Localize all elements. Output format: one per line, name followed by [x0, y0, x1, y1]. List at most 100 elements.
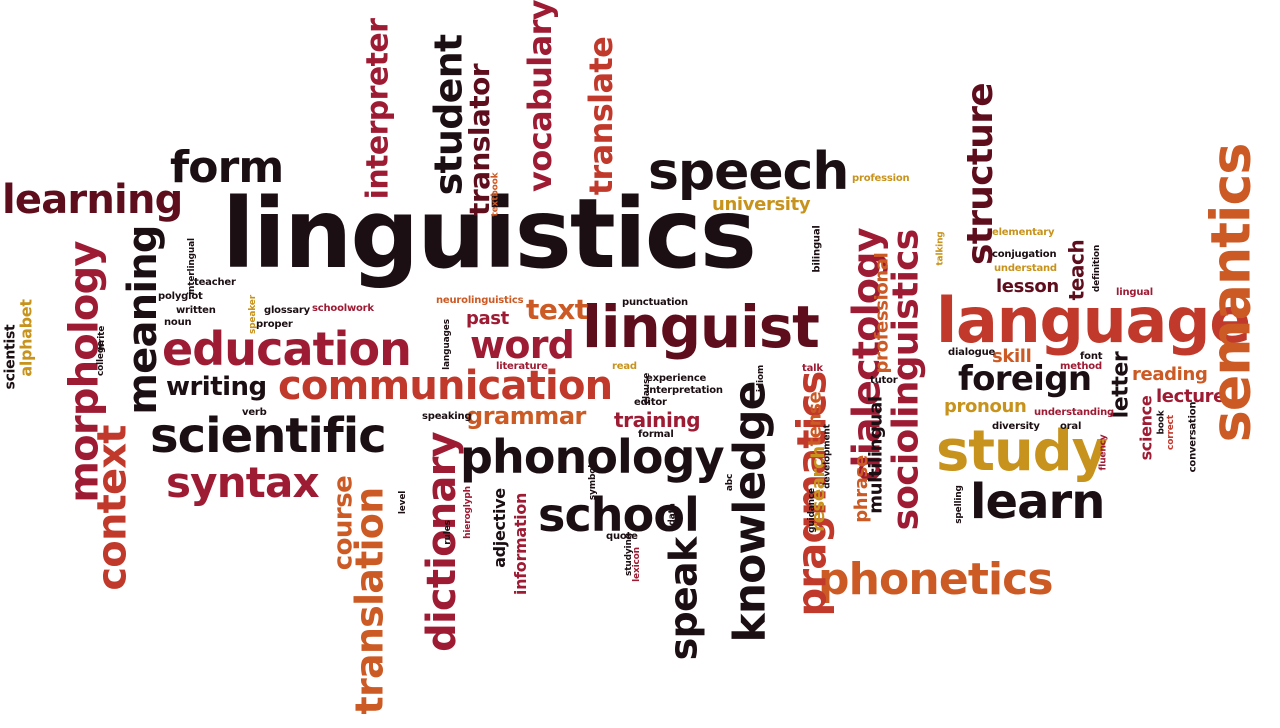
word-fluency: fluency [1098, 434, 1109, 471]
word-pronoun: pronoun [944, 396, 1027, 417]
word-teacher: interlingual [186, 238, 197, 295]
word-scientific: scientific [150, 408, 387, 464]
word-idiom: talk [802, 363, 823, 374]
word-speaker: glossary [264, 305, 310, 316]
word-rules: level [398, 490, 409, 515]
word-student: student [426, 34, 471, 196]
word-semantics: semantics [1199, 143, 1263, 443]
word-translate: translate [582, 36, 621, 196]
word-formal: idiom [756, 364, 767, 393]
word-studying: lexicon [631, 547, 642, 582]
word-phonetics: phonetics [818, 554, 1054, 605]
word-symbol: quote [606, 531, 638, 542]
word-conjugation: conjugation [992, 249, 1057, 260]
word-linguist: linguist [582, 293, 820, 361]
word-understand: understand [994, 263, 1057, 274]
word-training: training [614, 408, 701, 432]
word-phonology: phonology [460, 430, 725, 484]
word-dialogue: dialogue [948, 347, 996, 358]
word-linguistics: linguistics [222, 178, 757, 290]
word-learning: learning [2, 177, 183, 223]
word-guidance: data [667, 503, 678, 526]
word-oral: oral [1060, 421, 1082, 432]
word-past: past [466, 308, 509, 329]
word-syntax: syntax [166, 458, 320, 507]
word-information: information [511, 492, 531, 596]
word-data: symbol [588, 464, 599, 501]
word-neurolinguistics: punctuation [622, 297, 688, 308]
word-library: teacher [194, 277, 236, 288]
word-college: write [97, 325, 108, 352]
word-writing: writing [166, 372, 267, 402]
word-definition: definition [1092, 244, 1103, 293]
word-learn: learn [970, 474, 1105, 530]
word-foreign: foreign [958, 359, 1092, 399]
word-adjective: adjective [489, 488, 509, 568]
word-reading: reading [1132, 364, 1208, 385]
word-noun: speaker [248, 294, 259, 335]
word-profession: profession [852, 173, 910, 184]
word-university: university [712, 194, 811, 215]
word-interpretation: editor [634, 397, 667, 408]
word-polyglot: written [176, 305, 216, 316]
word-lecture: lecture [1156, 386, 1226, 407]
word-literature: read [612, 361, 637, 372]
word-professional: professional [871, 252, 893, 374]
word-schoolwork: proper [256, 319, 293, 330]
word-talking: talking [935, 231, 946, 266]
word-bilingual: bilingual [811, 225, 823, 273]
word-understanding: understanding [1034, 407, 1114, 418]
word-read: clause [642, 372, 653, 405]
word-skill: skill [992, 346, 1032, 367]
word-teach: teach [1064, 239, 1089, 301]
word-speak: speak [661, 537, 706, 661]
word-languages: verb [242, 407, 267, 418]
word-editor: formal [638, 429, 674, 440]
word-elementary: elementary [992, 227, 1055, 238]
word-talk: tutor [870, 375, 898, 386]
word-abc: guidance [806, 488, 817, 533]
word-scientist: scientist [2, 324, 19, 390]
word-form: form [170, 142, 284, 193]
word-interlingual: polyglot [158, 291, 203, 302]
word-context: context [89, 425, 136, 591]
word-written: noun [164, 317, 192, 328]
word-lingual: lingual [1116, 287, 1154, 298]
word-lesson: lesson [996, 276, 1059, 297]
word-school: school [538, 488, 700, 542]
word-conversation: conversation [1187, 401, 1199, 473]
word-correct: correct [1165, 415, 1176, 450]
word-science: science [1136, 395, 1156, 461]
word-verb: speaking [422, 411, 472, 422]
word-punctuation: languages [441, 319, 452, 370]
word-method: method [1060, 361, 1102, 372]
word-clause: experience [646, 373, 707, 384]
word-vocabulary: vocabulary [520, 0, 559, 192]
word-phrase: phrase [850, 455, 872, 523]
word-spelling: spelling [953, 485, 964, 524]
word-write: literature [496, 361, 548, 372]
word-speech: speech [648, 142, 849, 202]
word-text: text [526, 293, 588, 326]
word-tense: tense [804, 391, 826, 447]
word-font: font [1080, 351, 1103, 362]
word-proper: neurolinguistics [436, 295, 524, 306]
word-course: course [328, 475, 359, 571]
word-textbook: textbook [490, 172, 501, 217]
word-communication: communication [278, 363, 613, 409]
word-diversity: diversity [992, 421, 1040, 432]
word-alphabet: alphabet [16, 299, 36, 377]
word-meaning: meaning [119, 225, 166, 415]
word-study: study [936, 419, 1108, 484]
word-experience: interpretation [646, 385, 723, 396]
word-word: word [470, 323, 575, 367]
word-lexicon: hieroglyph [462, 486, 473, 539]
word-tutor: development [822, 424, 833, 489]
word-hieroglyph: rules [442, 520, 453, 545]
word-development: abc [725, 473, 736, 492]
word-language: language [936, 284, 1251, 357]
word-glossary: schoolwork [312, 303, 374, 314]
word-grammar: grammar [466, 402, 586, 430]
word-education: education [162, 322, 412, 376]
